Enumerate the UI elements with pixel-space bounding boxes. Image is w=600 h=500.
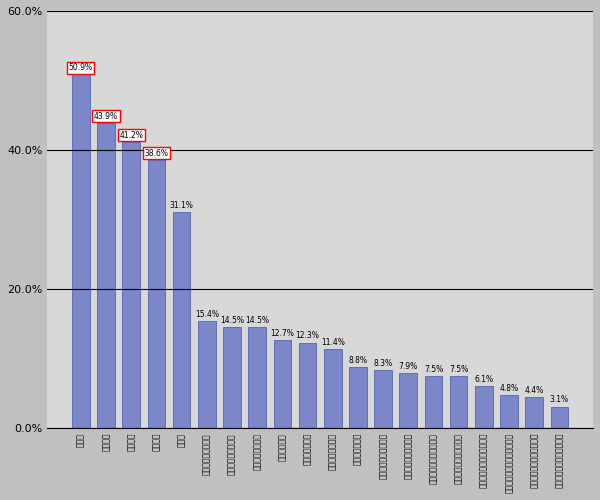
Text: 11.4%: 11.4% bbox=[321, 338, 344, 346]
Bar bbox=[400, 373, 417, 428]
Text: 14.5%: 14.5% bbox=[245, 316, 269, 325]
Bar bbox=[374, 370, 392, 428]
Bar bbox=[122, 142, 140, 428]
Bar bbox=[425, 376, 442, 428]
Text: 4.8%: 4.8% bbox=[499, 384, 518, 392]
Text: 43.9%: 43.9% bbox=[94, 112, 118, 121]
Bar bbox=[248, 328, 266, 428]
Bar bbox=[198, 321, 215, 428]
Text: 8.3%: 8.3% bbox=[374, 360, 392, 368]
Text: 4.4%: 4.4% bbox=[524, 386, 544, 396]
Bar bbox=[475, 386, 493, 428]
Bar bbox=[324, 349, 341, 428]
Bar bbox=[148, 160, 165, 428]
Bar bbox=[526, 398, 543, 428]
Text: 6.1%: 6.1% bbox=[474, 374, 493, 384]
Bar bbox=[173, 212, 190, 428]
Text: 31.1%: 31.1% bbox=[170, 201, 194, 210]
Text: 7.9%: 7.9% bbox=[398, 362, 418, 371]
Text: 15.4%: 15.4% bbox=[195, 310, 219, 319]
Text: 12.7%: 12.7% bbox=[271, 328, 294, 338]
Bar bbox=[349, 367, 367, 428]
Bar bbox=[72, 74, 89, 428]
Text: 7.5%: 7.5% bbox=[449, 365, 468, 374]
Bar bbox=[274, 340, 291, 428]
Text: 50.9%: 50.9% bbox=[69, 63, 93, 72]
Text: 7.5%: 7.5% bbox=[424, 365, 443, 374]
Text: 41.2%: 41.2% bbox=[119, 130, 143, 140]
Text: 12.3%: 12.3% bbox=[296, 332, 319, 340]
Text: 38.6%: 38.6% bbox=[145, 148, 169, 158]
Bar bbox=[450, 376, 467, 428]
Bar bbox=[299, 342, 316, 428]
Bar bbox=[500, 394, 518, 428]
Text: 3.1%: 3.1% bbox=[550, 396, 569, 404]
Text: 8.8%: 8.8% bbox=[349, 356, 367, 365]
Bar bbox=[223, 328, 241, 428]
Text: 14.5%: 14.5% bbox=[220, 316, 244, 325]
Bar bbox=[551, 406, 568, 428]
Bar bbox=[97, 123, 115, 428]
